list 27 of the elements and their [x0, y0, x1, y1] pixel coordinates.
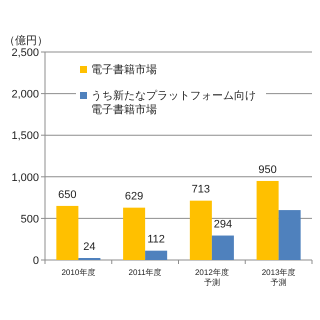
data-label: 713: [192, 184, 210, 196]
x-tick-label: 2012年度予測: [194, 268, 229, 287]
x-tick-label: 2013年度予測: [262, 268, 296, 287]
data-label: 650: [58, 188, 77, 201]
y-tick-label: 0: [32, 255, 39, 267]
y-tick-label: 500: [20, 213, 39, 226]
y-tick-label: 1,500: [11, 130, 39, 142]
legend-label: うち新たなプラットフォーム向け電子書籍市場: [91, 89, 256, 116]
bar: [145, 250, 168, 260]
bar: [56, 206, 78, 260]
y-tick-label: 1,000: [11, 172, 39, 184]
y-tick-label: 2,500: [11, 47, 39, 59]
data-label: 24: [83, 241, 96, 254]
y-tick-label: 2,000: [11, 88, 39, 101]
y-axis-title: （億円）: [4, 34, 48, 47]
x-tick-label: 2011年度: [128, 268, 162, 277]
bar: [212, 236, 234, 260]
data-label: 629: [124, 190, 144, 203]
bar: [190, 200, 212, 260]
data-label: 950: [258, 164, 277, 176]
bar: [123, 208, 146, 260]
legend-label: 電子書籍市場: [91, 63, 157, 76]
data-label: 294: [214, 218, 232, 231]
data-label: 112: [147, 234, 165, 246]
bar: [256, 180, 279, 260]
bar: [278, 210, 301, 260]
x-tick-label: 2010年度: [61, 268, 96, 277]
